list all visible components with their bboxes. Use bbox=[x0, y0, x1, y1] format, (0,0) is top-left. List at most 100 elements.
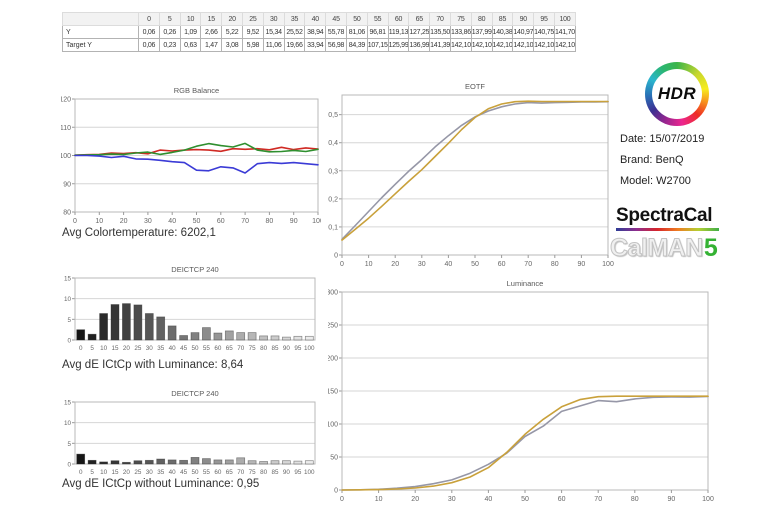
svg-text:70: 70 bbox=[237, 345, 245, 352]
calman-version: 5 bbox=[703, 234, 718, 262]
table-cell: 107,15 bbox=[366, 38, 389, 52]
svg-text:20: 20 bbox=[411, 496, 419, 503]
svg-text:75: 75 bbox=[249, 469, 257, 476]
rgb_balance-svg: 80 90 100 110 120 0 10 20 30 40 50 60 70 80 90 100 RGB B… bbox=[61, 86, 321, 225]
svg-text:80: 80 bbox=[266, 218, 274, 225]
table-cell: 3,08 bbox=[221, 38, 243, 52]
table-cell: 56,98 bbox=[325, 38, 347, 52]
svg-text:0: 0 bbox=[79, 345, 83, 352]
table-col-header: 80 bbox=[470, 12, 493, 26]
measurement-table-container: 0 5 10 15 20 25 30 35 40 45 50 55 60 65 70 75 80 85 90 95 10… bbox=[62, 12, 577, 52]
svg-text:0: 0 bbox=[340, 496, 344, 503]
svg-text:15: 15 bbox=[111, 345, 119, 352]
svg-text:40: 40 bbox=[168, 218, 176, 225]
table-cell: 1,47 bbox=[200, 38, 223, 52]
svg-text:80: 80 bbox=[63, 210, 71, 217]
svg-text:10: 10 bbox=[95, 218, 103, 225]
avg-colortemperature-caption: Avg Colortemperature: 6202,1 bbox=[62, 227, 216, 239]
svg-text:100: 100 bbox=[328, 422, 338, 429]
svg-text:100: 100 bbox=[61, 153, 71, 160]
svg-text:150: 150 bbox=[328, 389, 338, 396]
svg-text:DEICTCP 240: DEICTCP 240 bbox=[171, 265, 218, 274]
svg-text:90: 90 bbox=[668, 496, 676, 503]
table-row: Y 0,06 0,26 1,09 2,66 5,22 9,52 15,34 25,52 38,94… bbox=[62, 25, 577, 39]
svg-text:55: 55 bbox=[203, 345, 211, 352]
svg-text:25: 25 bbox=[134, 469, 142, 476]
table-cell: 0,23 bbox=[158, 38, 181, 52]
svg-text:90: 90 bbox=[63, 181, 71, 188]
svg-text:45: 45 bbox=[180, 345, 188, 352]
svg-text:30: 30 bbox=[146, 345, 154, 352]
table-cell: 140,38 bbox=[491, 25, 514, 39]
measurement-table: 0 5 10 15 20 25 30 35 40 45 50 55 60 65 70 75 80 85 90 95 10… bbox=[62, 12, 577, 52]
table-cell: 137,99 bbox=[470, 25, 493, 39]
svg-text:10: 10 bbox=[375, 496, 383, 503]
table-col-header: 75 bbox=[449, 12, 472, 26]
svg-text:5: 5 bbox=[67, 317, 71, 324]
table-cell: 142,10 bbox=[553, 38, 577, 52]
table-cell: 136,99 bbox=[408, 38, 431, 52]
rgb-balance-chart: 80 90 100 110 120 0 10 20 30 40 50 60 70 80 90 100 RGB B… bbox=[61, 85, 321, 233]
svg-text:50: 50 bbox=[191, 469, 199, 476]
svg-text:100: 100 bbox=[602, 261, 614, 268]
table-row: Target Y 0,06 0,23 0,63 1,47 3,08 5,98 11,06 19,… bbox=[62, 38, 577, 52]
svg-text:70: 70 bbox=[237, 469, 245, 476]
svg-text:60: 60 bbox=[217, 218, 225, 225]
svg-text:30: 30 bbox=[448, 496, 456, 503]
svg-text:120: 120 bbox=[61, 97, 71, 104]
table-col-header: 60 bbox=[387, 12, 410, 26]
table-cell: 1,09 bbox=[179, 25, 202, 39]
svg-text:0,3: 0,3 bbox=[328, 168, 338, 175]
svg-text:20: 20 bbox=[123, 469, 131, 476]
svg-text:100: 100 bbox=[304, 345, 315, 352]
svg-text:10: 10 bbox=[365, 261, 373, 268]
table-col-header: 30 bbox=[262, 12, 285, 26]
svg-text:50: 50 bbox=[471, 261, 479, 268]
table-cell: 0,26 bbox=[158, 25, 181, 39]
table-col-header: 10 bbox=[179, 12, 202, 26]
svg-text:65: 65 bbox=[226, 469, 234, 476]
eotf-svg: 0 0,1 0,2 0,3 0,4 0,5 0 10 20 30 40 50 60 70 80 90 100 EO… bbox=[328, 82, 614, 268]
table-cell: 38,94 bbox=[304, 25, 327, 39]
avg-de-without-luminance-caption: Avg dE ICtCp without Luminance: 0,95 bbox=[62, 478, 260, 490]
svg-text:0: 0 bbox=[334, 253, 338, 260]
svg-text:15: 15 bbox=[111, 469, 119, 476]
svg-text:Luminance: Luminance bbox=[507, 279, 544, 288]
svg-text:95: 95 bbox=[294, 469, 302, 476]
svg-text:10: 10 bbox=[100, 469, 108, 476]
svg-text:10: 10 bbox=[64, 420, 72, 427]
svg-text:60: 60 bbox=[498, 261, 506, 268]
svg-text:15: 15 bbox=[64, 276, 72, 283]
table-col-header: 20 bbox=[221, 12, 243, 26]
svg-text:RGB Balance: RGB Balance bbox=[174, 86, 219, 95]
table-cell: 141,70 bbox=[553, 25, 577, 39]
report-date: Date: 15/07/2019 bbox=[620, 133, 705, 145]
svg-text:90: 90 bbox=[290, 218, 298, 225]
svg-text:0: 0 bbox=[79, 469, 83, 476]
svg-text:60: 60 bbox=[558, 496, 566, 503]
svg-text:70: 70 bbox=[594, 496, 602, 503]
svg-text:80: 80 bbox=[631, 496, 639, 503]
svg-text:30: 30 bbox=[144, 218, 152, 225]
table-cell: 142,10 bbox=[491, 38, 514, 52]
svg-text:30: 30 bbox=[418, 261, 426, 268]
svg-text:100: 100 bbox=[702, 496, 714, 503]
table-cell: 55,78 bbox=[325, 25, 347, 39]
table-col-header: 85 bbox=[491, 12, 514, 26]
svg-text:300: 300 bbox=[328, 290, 338, 297]
de-ictcp-with-luminance-chart: 0 5 10 15 0 5 10 15 20 25 30 35 40 45 50 55 60 65 70 75 80 85… bbox=[61, 262, 321, 360]
hdr-logo: HDR bbox=[645, 62, 709, 126]
report-brand: Brand: BenQ bbox=[620, 154, 684, 166]
spectracal-wordmark: SpectraCal bbox=[616, 205, 713, 226]
table-cell: 135,50 bbox=[429, 25, 451, 39]
table-cell: 133,86 bbox=[449, 25, 472, 39]
svg-text:0,1: 0,1 bbox=[328, 224, 338, 231]
table-col-header: 95 bbox=[533, 12, 555, 26]
table-cell: 9,52 bbox=[241, 25, 264, 39]
svg-text:20: 20 bbox=[391, 261, 399, 268]
table-cell: 15,34 bbox=[262, 25, 285, 39]
svg-text:0: 0 bbox=[334, 488, 338, 495]
table-cell: 142,10 bbox=[470, 38, 493, 52]
svg-text:5: 5 bbox=[90, 345, 94, 352]
